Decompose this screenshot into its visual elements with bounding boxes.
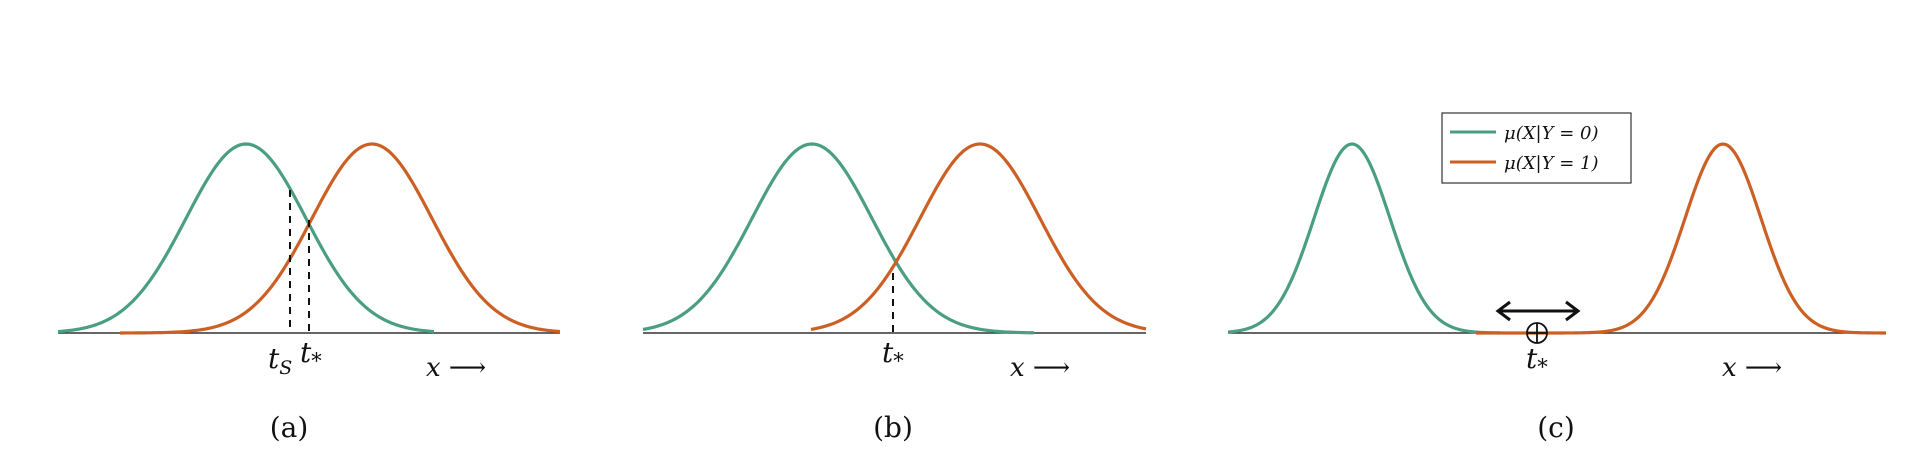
panel-b-curve-class1 [810,142,1147,331]
panel-b: t* x ⟶ (b) [642,142,1147,444]
panel-b-curve-class0 [642,142,1035,335]
panel-c: t* x ⟶ (c) μ(X|Y = 0) μ(X|Y = 1) [1227,112,1887,444]
panel-a: tS t* x ⟶ (a) [57,142,561,444]
panel-c-threshold-tstar-label: t* [1526,342,1548,379]
panel-c-caption: (c) [1537,411,1575,444]
panel-b-x-label: x ⟶ [1010,353,1070,383]
panel-c-x-label: x ⟶ [1722,353,1782,383]
panel-a-x-label: x ⟶ [426,353,486,383]
legend: μ(X|Y = 0) μ(X|Y = 1) [1441,112,1632,184]
panel-b-threshold-tstar-label: t* [882,336,904,373]
panel-c-curve-class0 [1227,142,1501,335]
legend-label-class0: μ(X|Y = 0) [1504,123,1598,144]
panel-a-curve-class1 [120,142,561,335]
circled-plus-icon [1526,322,1548,344]
legend-box [1441,112,1632,184]
panel-a-curve-class0 [57,142,435,334]
panel-a-threshold-ts-label: tS [268,342,292,379]
panel-a-threshold-tstar-label: t* [300,336,322,373]
double-arrow-icon [1495,300,1581,322]
legend-label-class1: μ(X|Y = 1) [1504,153,1598,174]
panel-a-caption: (a) [270,411,309,444]
panel-b-caption: (b) [873,411,913,444]
